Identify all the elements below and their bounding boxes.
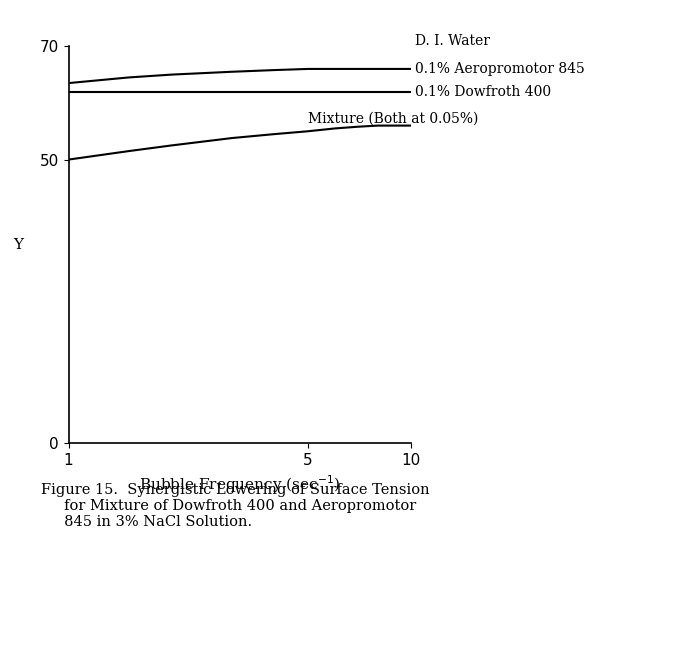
Y-axis label: Y: Y xyxy=(14,237,24,252)
Text: Mixture (Both at 0.05%): Mixture (Both at 0.05%) xyxy=(308,112,478,126)
Text: 0.1% Aeropromotor 845: 0.1% Aeropromotor 845 xyxy=(415,62,585,76)
X-axis label: Bubble Frequency (sec$^{-1}$): Bubble Frequency (sec$^{-1}$) xyxy=(139,473,340,495)
Text: Figure 15.  Synergistic Lowering of Surface Tension
     for Mixture of Dowfroth: Figure 15. Synergistic Lowering of Surfa… xyxy=(41,483,429,529)
Text: D. I. Water: D. I. Water xyxy=(415,34,490,48)
Text: 0.1% Dowfroth 400: 0.1% Dowfroth 400 xyxy=(415,85,551,98)
